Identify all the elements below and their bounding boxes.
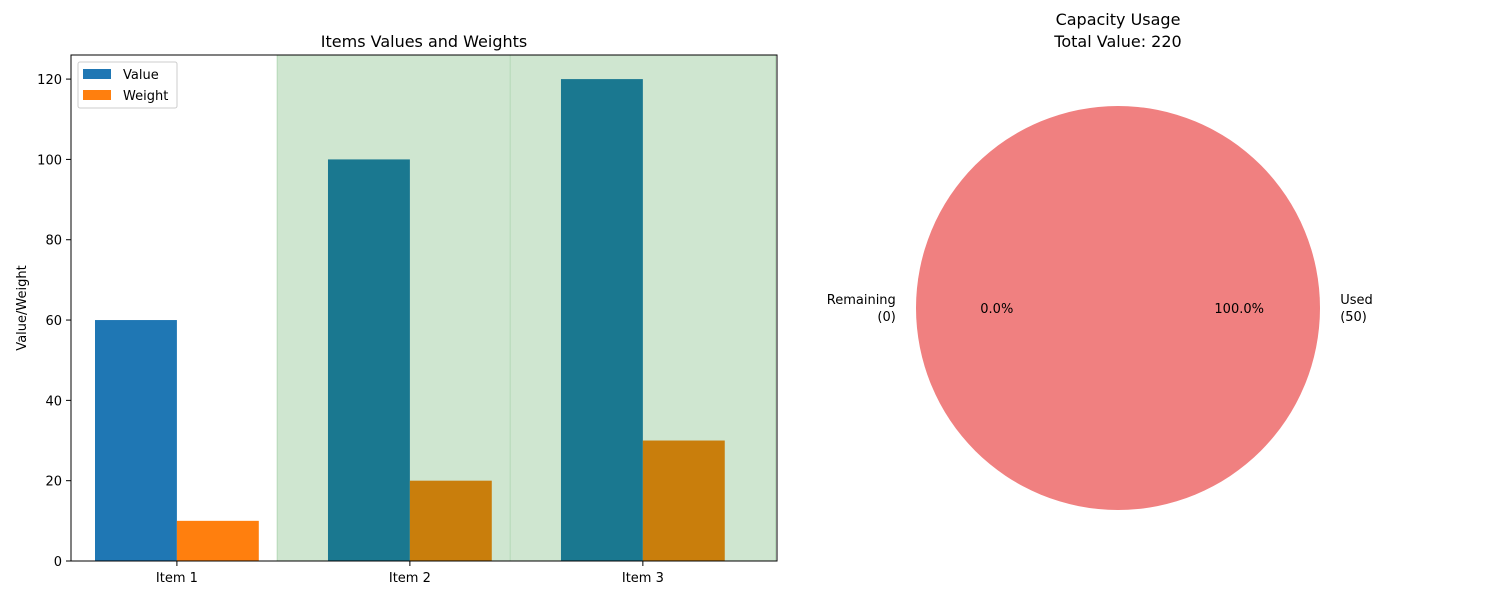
y-tick-label: 60 [45, 314, 62, 329]
pie-slice-value: (0) [877, 310, 895, 325]
plot-frame [70, 54, 778, 562]
y-tick-label: 100 [37, 153, 62, 168]
pie-labels: Used (50) 100.0% Remaining (0) 0.0% [827, 293, 1373, 325]
y-tick-label: 120 [37, 73, 62, 88]
legend-swatch [83, 90, 111, 100]
legend-label: Weight [123, 89, 168, 104]
pie-slice-label: Used [1340, 293, 1373, 308]
y-tick-label: 20 [45, 475, 62, 490]
pie-slice-percent: 100.0% [1214, 302, 1264, 317]
bar-value [95, 320, 177, 561]
pie-chart: Capacity Usage Total Value: 220 Used (50)… [827, 10, 1373, 510]
y-tick-label: 0 [54, 555, 62, 570]
bar-value [327, 159, 410, 561]
legend-swatch [83, 69, 111, 79]
pie-slice [916, 106, 1320, 510]
x-axis: Item 1 Item 2 Item 3 [156, 561, 664, 586]
pie-slice-label: Remaining [827, 293, 896, 308]
bar-weight [176, 520, 259, 561]
bar-value [560, 79, 643, 561]
y-tick-label: 80 [45, 234, 62, 249]
pie-slice-value: (50) [1340, 310, 1367, 325]
x-tick-label: Item 2 [389, 571, 431, 586]
pie-slices [916, 106, 1320, 510]
y-axis-label: Value/Weight [15, 265, 30, 350]
legend-entries: Value Weight [83, 68, 168, 104]
legend: Value Weight [77, 61, 178, 109]
bar-weight [642, 440, 725, 561]
x-tick-label: Item 3 [622, 571, 664, 586]
pie-chart-subtitle: Total Value: 220 [1053, 32, 1181, 51]
bar-chart: 0 20 40 60 80 100 120 Item 1 Item 2 Item 3 Items… [15, 32, 778, 586]
bar-chart-title: Items Values and Weights [321, 32, 527, 51]
legend-label: Value [123, 68, 159, 83]
pie-chart-title: Capacity Usage [1056, 10, 1181, 29]
x-tick-label: Item 1 [156, 571, 198, 586]
pie-slice-percent: 0.0% [980, 302, 1013, 317]
bar-weight [409, 480, 492, 561]
y-tick-label: 40 [45, 394, 62, 409]
bars [95, 79, 725, 561]
y-axis: 0 20 40 60 80 100 120 [37, 73, 71, 570]
